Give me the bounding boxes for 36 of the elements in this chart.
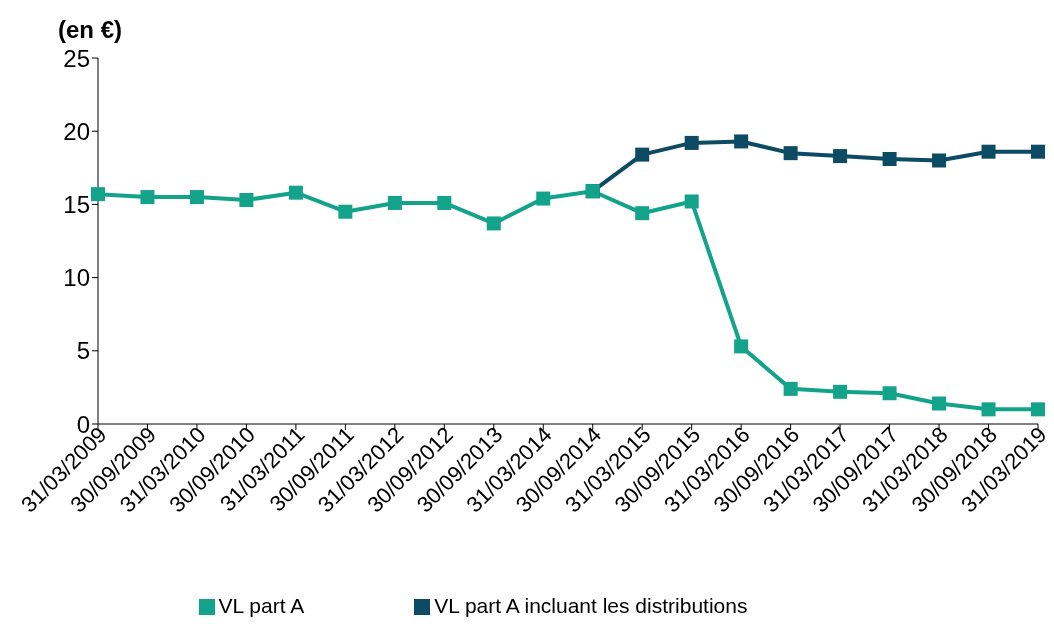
point [140,190,155,205]
point [1031,402,1045,417]
point [981,144,996,159]
point [882,386,897,401]
y-axis-title: (en €) [58,16,123,44]
legend-label: VL part A [218,594,305,617]
point [189,190,204,205]
y-tick-label: 10 [63,264,90,292]
point [486,216,501,231]
y-tick-label: 15 [63,190,90,218]
point [833,149,848,164]
point [833,384,848,399]
point [635,147,650,162]
point [387,195,402,210]
point [932,396,947,411]
point [684,194,699,209]
point [91,187,105,202]
point [635,206,650,221]
point [734,339,749,354]
point [239,193,254,208]
y-tick-label: 20 [63,117,90,145]
point [783,381,798,396]
point [288,185,303,200]
point [882,152,897,167]
point [932,153,947,168]
point [1031,144,1045,159]
point [734,134,749,149]
point [338,204,353,219]
point [437,195,452,210]
point [684,135,699,150]
point [981,402,996,417]
legend-label: VL part A incluant les distributions [434,594,748,617]
point [536,191,551,206]
y-tick-label: 25 [63,44,90,72]
y-tick-label: 5 [76,337,90,365]
point [783,146,798,161]
